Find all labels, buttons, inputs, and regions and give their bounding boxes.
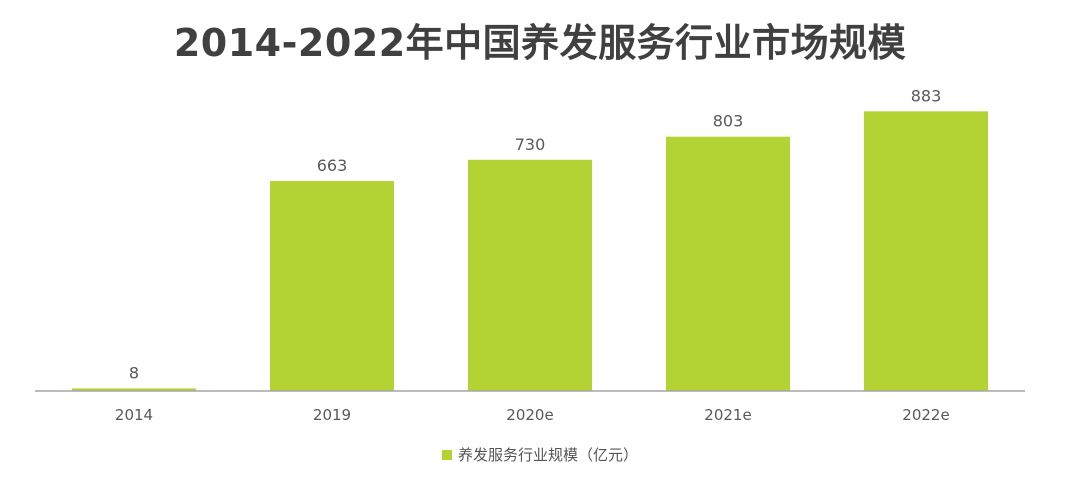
bar-2020e <box>468 159 592 391</box>
legend-swatch <box>441 449 452 460</box>
x-tick-label-2022e: 2022e <box>902 406 949 424</box>
x-tick-label-2020e: 2020e <box>506 406 553 424</box>
legend-label: 养发服务行业规模（亿元） <box>457 446 638 464</box>
value-label-2021e: 803 <box>713 112 744 131</box>
bar-2019 <box>270 181 394 391</box>
value-label-2022e: 883 <box>911 86 942 105</box>
bar-2022e <box>864 111 988 392</box>
chart-title: 2014-2022年中国养发服务行业市场规模 <box>173 21 907 65</box>
tick-labels-layer: 2014 2019 2020e 2021e 2022e <box>115 406 950 424</box>
x-tick-label-2019: 2019 <box>313 406 351 424</box>
bar-chart: 8 663 730 803 883 2014 2019 2020e 2021e 2022e <box>35 86 1025 424</box>
bars-layer <box>72 111 988 392</box>
x-tick-label-2014: 2014 <box>115 406 153 424</box>
x-tick-label-2021e: 2021e <box>704 406 751 424</box>
value-label-2020e: 730 <box>515 135 546 154</box>
value-label-2014: 8 <box>129 363 139 382</box>
value-label-2019: 663 <box>317 156 348 175</box>
value-labels-layer: 8 663 730 803 883 <box>129 86 941 382</box>
legend: 养发服务行业规模（亿元） <box>0 444 1080 465</box>
bar-2021e <box>666 136 790 391</box>
bar-2014 <box>72 388 196 391</box>
